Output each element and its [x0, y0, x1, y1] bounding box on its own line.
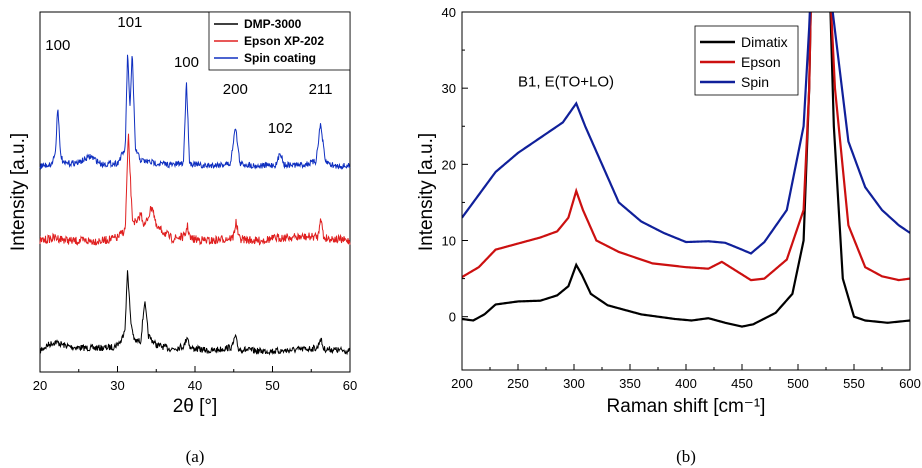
series-line-epson-xp-202 — [39, 133, 351, 246]
legend-label-spin-coating: Spin coating — [244, 51, 316, 65]
panel-a-xrd-chart: 20 30 40 50 60 100 101 100 200 102 211 2θ [°] Int… — [8, 11, 357, 466]
x-tick-label: 30 — [110, 378, 124, 393]
panel-b-legend: Dimatix Epson Spin — [694, 25, 799, 96]
x-tick-label: 60 — [343, 378, 357, 393]
panel-a-x-axis: 20 30 40 50 60 — [33, 366, 357, 393]
x-tick-label: 600 — [899, 376, 921, 391]
series-line-epson — [462, 12, 910, 282]
panel-a-peak-labels: 100 101 100 200 102 211 — [45, 14, 332, 137]
x-tick-label: 50 — [265, 378, 279, 393]
panel-b-x-axis-label: Raman shift [cm⁻¹] — [607, 396, 766, 417]
peak-label: 100 — [45, 37, 70, 54]
peak-label: 211 — [309, 81, 333, 98]
x-tick-label: 40 — [188, 378, 202, 393]
y-tick-label: 30 — [442, 81, 456, 96]
x-tick-label: 200 — [451, 376, 473, 391]
panel-a-y-axis-label: Intensity [a.u.] — [8, 133, 29, 251]
legend-label-dmp-3000: DMP-3000 — [244, 17, 302, 31]
panel-b-y-axis-label: Intensity [a.u.] — [416, 133, 437, 251]
panel-b-legend-box — [694, 25, 799, 96]
peak-label: 100 — [174, 54, 199, 71]
legend-label-epson: Epson — [741, 54, 781, 70]
y-tick-label: 20 — [442, 157, 456, 172]
panel-b-plot-frame — [461, 11, 911, 371]
y-tick-label: 40 — [442, 5, 456, 20]
panel-b-x-axis: 200 250 300 350 400 450 500 550 600 — [451, 364, 921, 391]
series-line-dmp-3000 — [39, 270, 351, 356]
x-tick-label: 550 — [843, 376, 865, 391]
series-line-dimatix — [462, 12, 910, 328]
legend-label-spin: Spin — [741, 74, 769, 90]
panel-a-legend: DMP-3000 Epson XP-202 Spin coating — [208, 11, 351, 71]
peak-label: 101 — [117, 14, 142, 31]
legend-label-epson-xp-202: Epson XP-202 — [244, 34, 324, 48]
panel-b-y-axis: 0 10 20 30 40 — [442, 5, 468, 325]
panel-a-x-axis-label: 2θ [°] — [173, 396, 218, 417]
x-tick-label: 450 — [731, 376, 753, 391]
peak-label: 102 — [268, 120, 293, 137]
x-tick-label: 300 — [563, 376, 585, 391]
y-tick-label: 0 — [449, 310, 456, 325]
panel-a-series-group — [39, 54, 351, 356]
y-tick-label: 10 — [442, 234, 456, 249]
panel-b-raman-chart: 200 250 300 350 400 450 500 550 600 0 10 20 30 40 B1… — [416, 5, 921, 466]
peak-label: 200 — [223, 81, 248, 98]
x-tick-label: 400 — [675, 376, 697, 391]
panel-b-series-group — [462, 12, 910, 328]
series-line-spin-coating — [39, 54, 351, 170]
x-tick-label: 250 — [507, 376, 529, 391]
series-line-spin — [462, 12, 910, 255]
x-tick-label: 20 — [33, 378, 47, 393]
x-tick-label: 500 — [787, 376, 809, 391]
panel-b-caption: (b) — [676, 447, 696, 466]
panel-a-caption: (a) — [186, 447, 205, 466]
panel-b-peak-annotation: B1, E(TO+LO) — [518, 74, 614, 91]
x-tick-label: 350 — [619, 376, 641, 391]
legend-label-dimatix: Dimatix — [741, 34, 788, 50]
